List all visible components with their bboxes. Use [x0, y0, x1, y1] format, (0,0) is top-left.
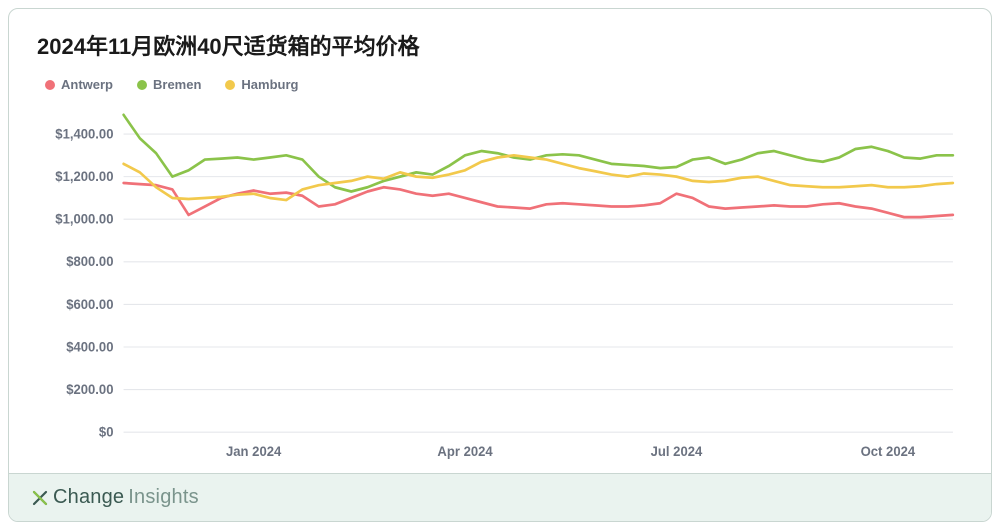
svg-text:Oct 2024: Oct 2024	[861, 444, 916, 460]
svg-text:Jan 2024: Jan 2024	[226, 444, 282, 460]
legend-dot-icon	[137, 80, 147, 90]
svg-text:$1,200.00: $1,200.00	[55, 169, 114, 185]
brand-text-suffix: Insights	[128, 486, 199, 509]
brand-x-icon	[31, 489, 49, 507]
svg-text:$0: $0	[99, 424, 114, 440]
legend-item-bremen: Bremen	[137, 77, 201, 92]
chart-card: 2024年11月欧洲40尺适货箱的平均价格 Antwerp Bremen Hambu…	[8, 8, 992, 522]
plot-area: $0 $200.00 $400.00 $600.00 $800.00 $1,000.00 $…	[37, 104, 963, 465]
series-line-hamburg	[124, 155, 953, 200]
svg-text:$600.00: $600.00	[66, 296, 114, 312]
line-chart-svg: $0 $200.00 $400.00 $600.00 $800.00 $1,000.00 $…	[37, 104, 963, 465]
svg-text:Jul 2024: Jul 2024	[651, 444, 703, 460]
brand-text-main: Change	[53, 486, 124, 509]
legend-item-antwerp: Antwerp	[45, 77, 113, 92]
svg-text:$400.00: $400.00	[66, 339, 114, 355]
chart-area: 2024年11月欧洲40尺适货箱的平均价格 Antwerp Bremen Hambu…	[9, 9, 991, 473]
legend-item-hamburg: Hamburg	[225, 77, 298, 92]
svg-text:$200.00: $200.00	[66, 381, 114, 397]
series-line-bremen	[124, 115, 953, 192]
brand-label: Change Insights	[31, 486, 199, 509]
legend-dot-icon	[225, 80, 235, 90]
svg-text:$1,000.00: $1,000.00	[55, 211, 114, 227]
legend-label: Bremen	[153, 77, 201, 92]
footer-bar: Change Insights	[9, 473, 991, 521]
svg-text:$800.00: $800.00	[66, 254, 114, 270]
chart-legend: Antwerp Bremen Hamburg	[37, 77, 963, 92]
chart-title: 2024年11月欧洲40尺适货箱的平均价格	[37, 29, 963, 61]
legend-label: Hamburg	[241, 77, 298, 92]
svg-text:$1,400.00: $1,400.00	[55, 126, 114, 142]
svg-text:Apr 2024: Apr 2024	[437, 444, 493, 460]
legend-label: Antwerp	[61, 77, 113, 92]
legend-dot-icon	[45, 80, 55, 90]
